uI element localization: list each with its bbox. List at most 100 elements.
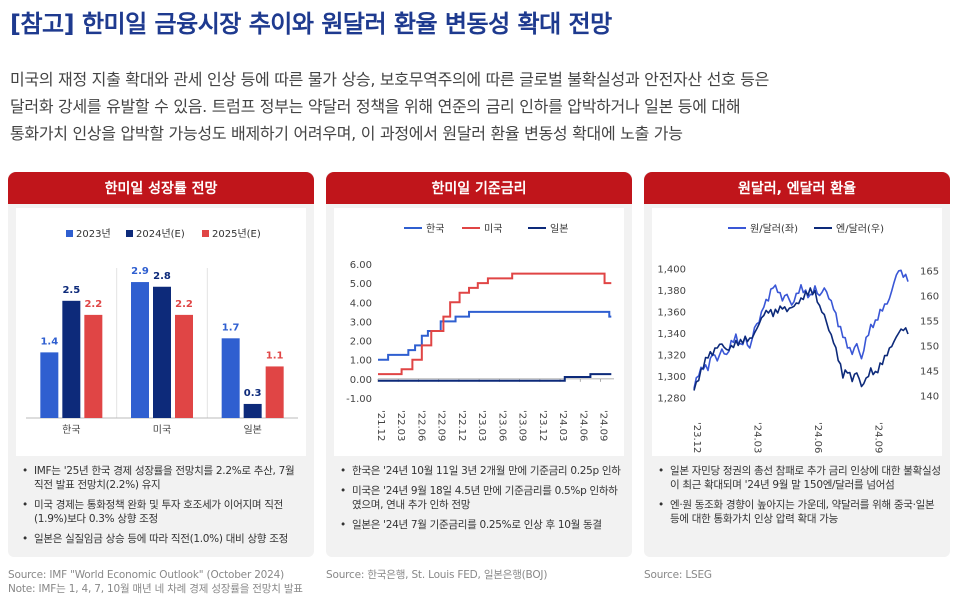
rate-panel: 한미일 기준금리 한국 미국 일본 6.00 5.00 4.00 3.00 2.00 1.00 0…: [326, 172, 632, 557]
y-right-tick-label: 165: [920, 267, 939, 278]
y-left-tick-label: 1,380: [657, 286, 686, 297]
panel-title: 한미일 성장률 전망: [8, 172, 314, 204]
bar: [62, 300, 81, 418]
y-left-tick-label: 1,280: [657, 393, 686, 404]
series-line: [378, 310, 612, 361]
bar: [153, 286, 171, 418]
source-note-2: Source: 한국은행, St. Louis FED, 일본은행(BOJ): [326, 568, 547, 582]
intro-line: 통화가치 인상을 압박할 가능성도 배제하기 어려우며, 이 과정에서 원달러 …: [10, 124, 683, 143]
source-note-1: Source: IMF "World Economic Outlook" (Oc…: [8, 568, 303, 596]
bar-value-label: 2.2: [175, 299, 193, 310]
x-tick-label: '24.09: [598, 410, 609, 441]
y-left-tick-label: 1,400: [657, 265, 686, 276]
intro-line: 달러화 강세를 유발할 수 있음. 트럼프 정부는 약달러 정책을 위해 연준의…: [10, 97, 741, 116]
fx-panel: 원달러, 엔달러 환율 원/달러(좌) 엔/달러(우) 1,400 1,380 1,36…: [644, 172, 950, 557]
growth-chart-area: 2023년 2024년(E) 2025년(E) 1.4 2.5 2.2 한국 2.9 2.8 2.…: [16, 208, 306, 456]
bar-value-label: 2.9: [131, 266, 149, 277]
y-tick-label: 1.00: [350, 356, 372, 367]
bar-value-label: 1.1: [266, 350, 284, 361]
growth-bar-chart: 2023년 2024년(E) 2025년(E) 1.4 2.5 2.2 한국 2.9 2.8 2.…: [26, 228, 298, 436]
legend-label: 일본: [550, 223, 568, 235]
legend-label: 엔/달러(우): [836, 223, 884, 235]
note-item: 일본은 '24년 7월 기준금리를 0.25%로 인상 후 10월 동결: [340, 518, 624, 532]
y-left-tick-label: 1,320: [657, 350, 686, 361]
x-tick-label: '24.06: [577, 410, 588, 441]
bar: [131, 282, 149, 418]
legend-label: 2024년(E): [136, 228, 185, 240]
y-tick-label: -1.00: [346, 394, 372, 405]
bar-value-label: 1.7: [222, 322, 240, 333]
source-line: Note: IMF는 1, 4, 7, 10월 매년 네 차례 경제 성장률을 …: [8, 583, 303, 595]
x-tick-label: '23.12: [537, 410, 548, 441]
series-line: [378, 272, 612, 376]
bar-value-label: 0.3: [244, 388, 262, 399]
y-right-tick-label: 150: [920, 342, 939, 353]
bar-value-label: 2.2: [84, 299, 102, 310]
y-tick-label: 5.00: [350, 279, 372, 290]
note-item: 일본은 실질임금 상승 등에 따라 직전(1.0%) 대비 상향 조정: [22, 532, 306, 546]
series-line: [378, 373, 612, 382]
bar: [40, 352, 59, 418]
x-tick-label: '23.06: [496, 410, 507, 441]
rate-notes: 한국은 '24년 10월 11일 3년 2개월 만에 기준금리 0.25p 인하…: [340, 464, 624, 538]
legend-label: 2025년(E): [212, 228, 261, 240]
bar-value-label: 2.5: [62, 285, 80, 296]
y-right-tick-label: 160: [920, 292, 939, 303]
bar-value-label: 2.8: [153, 271, 171, 282]
y-tick-label: 2.00: [350, 337, 372, 348]
legend-label: 2023년: [76, 228, 111, 240]
y-left-tick-label: 1,300: [657, 372, 686, 383]
bar: [175, 314, 193, 418]
series-line: [693, 287, 909, 391]
x-tick-label: '24.03: [751, 422, 762, 453]
page-title: [참고] 한미일 금융시장 추이와 원달러 환율 변동성 확대 전망: [10, 10, 612, 38]
x-tick-label: '22.03: [395, 410, 406, 441]
y-left-tick-label: 1,360: [657, 308, 686, 319]
note-item: IMF는 '25년 한국 경제 성장률을 전망치를 2.2%로 추산, 7월 직…: [22, 464, 306, 492]
legend-label: 한국: [426, 223, 444, 235]
legend-swatch: [66, 230, 73, 237]
bar: [265, 366, 284, 418]
x-tick-label: '22.06: [415, 410, 426, 441]
fx-notes: 일본 자민당 정권의 총선 참패로 추가 금리 인상에 대한 불확실성이 최근 …: [658, 464, 942, 532]
x-tick-label: '23.12: [691, 422, 702, 453]
intro-line: 미국의 재정 지출 확대와 관세 인상 등에 따른 물가 상승, 보호무역주의에…: [10, 70, 770, 89]
x-tick-label: '23.09: [517, 410, 528, 441]
note-item: 엔·원 동조화 경향이 높아지는 가운데, 약달러를 위해 중국·일본 등에 대…: [658, 498, 942, 526]
x-tick-label: '24.09: [872, 422, 883, 453]
bar: [243, 403, 262, 418]
note-item: 미국 경제는 통화정책 완화 및 투자 호조세가 이어지며 직전(1.9%)보다…: [22, 498, 306, 526]
rate-chart-area: 한국 미국 일본 6.00 5.00 4.00 3.00 2.00 1.00 0.00 -1.00 '…: [334, 208, 624, 456]
x-tick-label: '23.03: [476, 410, 487, 441]
intro-paragraph: 미국의 재정 지출 확대와 관세 인상 등에 따른 물가 상승, 보호무역주의에…: [10, 66, 958, 147]
source-line: Source: LSEG: [644, 569, 712, 581]
y-right-tick-label: 140: [920, 392, 939, 403]
fx-line-chart: 원/달러(좌) 엔/달러(우) 1,400 1,380 1,360 1,340 1,320 1…: [657, 223, 939, 453]
growth-notes: IMF는 '25년 한국 경제 성장률을 전망치를 2.2%로 추산, 7월 직…: [22, 464, 306, 552]
y-right-tick-label: 145: [920, 367, 939, 378]
x-tick-label: '24.06: [812, 422, 823, 453]
x-tick-label: '22.09: [436, 410, 447, 441]
panel-title: 원달러, 엔달러 환율: [644, 172, 950, 204]
x-category-label: 한국: [62, 424, 80, 436]
note-item: 미국은 '24년 9월 18일 4.5년 만에 기준금리를 0.5%p 인하하였…: [340, 484, 624, 512]
source-line: Source: 한국은행, St. Louis FED, 일본은행(BOJ): [326, 569, 548, 581]
legend-label: 미국: [484, 223, 502, 235]
panel-title: 한미일 기준금리: [326, 172, 632, 204]
legend-label: 원/달러(좌): [750, 223, 798, 235]
source-note-3: Source: LSEG: [644, 568, 712, 582]
legend-swatch: [126, 230, 133, 237]
y-tick-label: 6.00: [350, 260, 372, 271]
bar: [84, 314, 103, 418]
y-tick-label: 3.00: [350, 317, 372, 328]
bar: [221, 338, 240, 418]
y-tick-label: 4.00: [350, 298, 372, 309]
fx-chart-area: 원/달러(좌) 엔/달러(우) 1,400 1,380 1,360 1,340 1,320 1…: [652, 208, 942, 456]
y-right-tick-label: 155: [920, 317, 939, 328]
legend-swatch: [202, 230, 209, 237]
bar-value-label: 1.4: [40, 336, 58, 347]
note-item: 한국은 '24년 10월 11일 3년 2개월 만에 기준금리 0.25p 인하: [340, 464, 624, 478]
growth-panel: 한미일 성장률 전망 2023년 2024년(E) 2025년(E) 1.4 2.5 2.…: [8, 172, 314, 557]
note-item: 일본 자민당 정권의 총선 참패로 추가 금리 인상에 대한 불확실성이 최근 …: [658, 464, 942, 492]
x-category-label: 일본: [243, 424, 261, 436]
